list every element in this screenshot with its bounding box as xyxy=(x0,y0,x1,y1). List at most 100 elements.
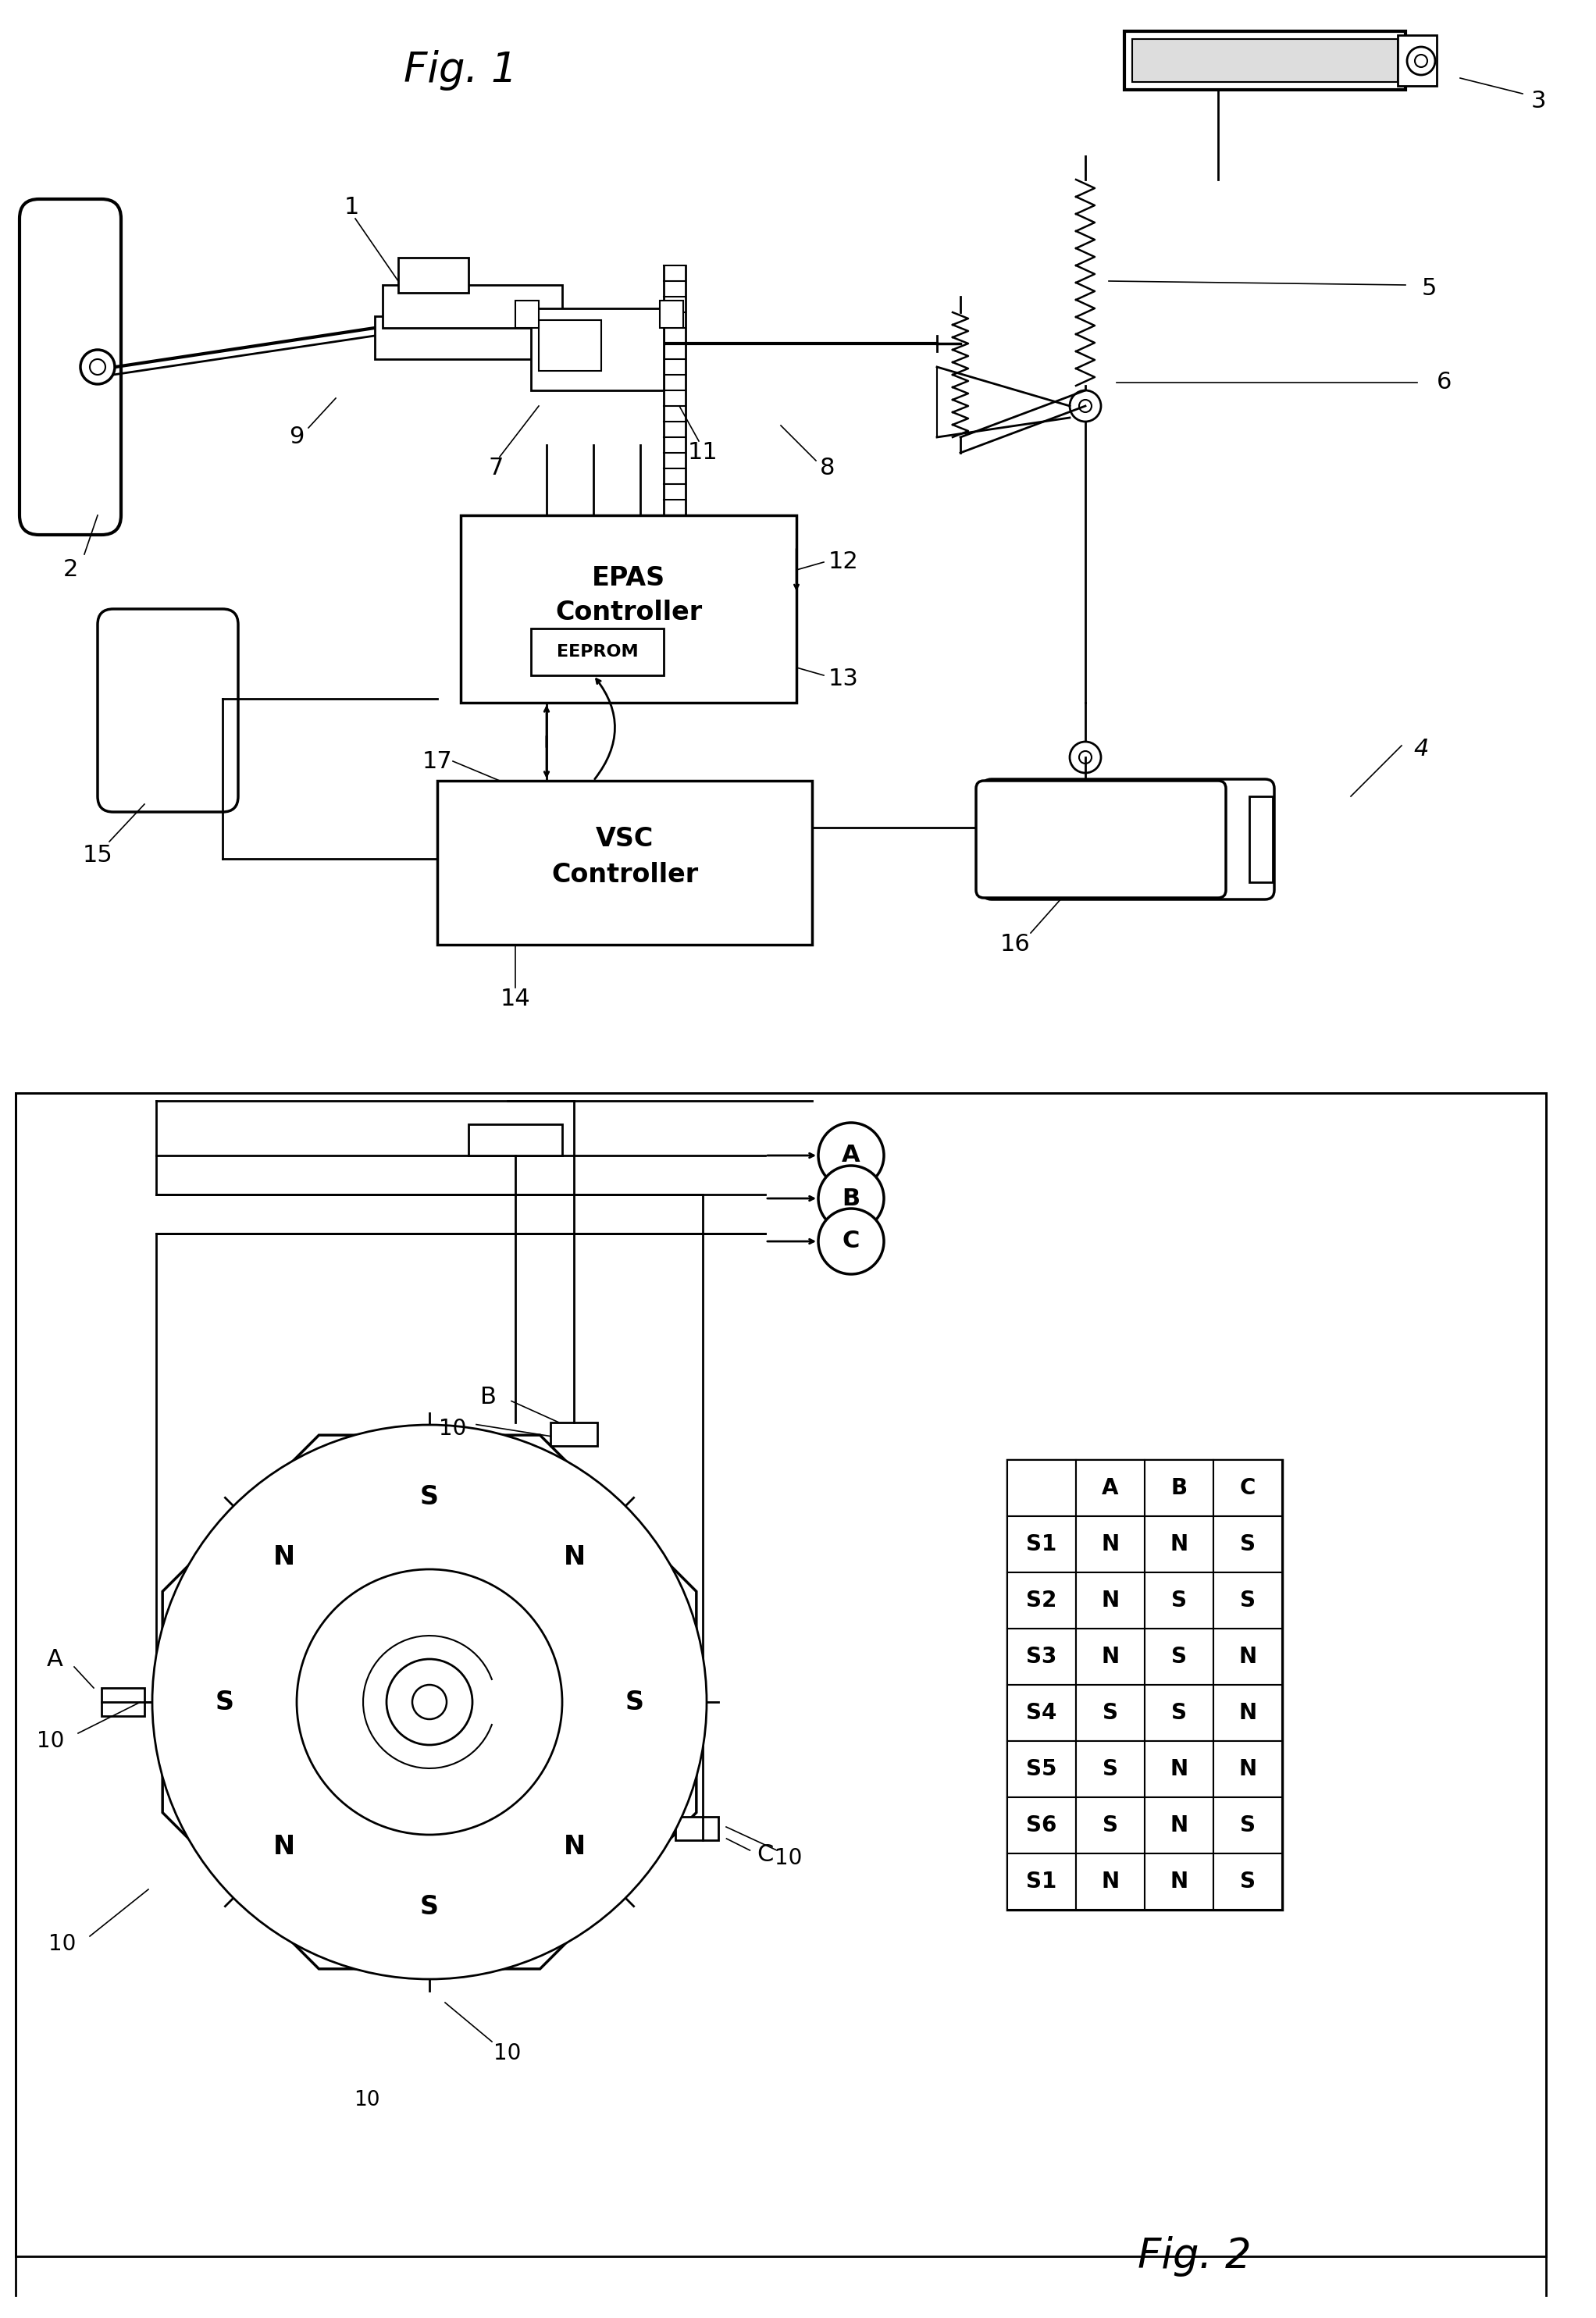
Bar xyxy=(1144,1630,1213,1685)
Bar xyxy=(1213,1741,1282,1796)
Text: N: N xyxy=(1238,1701,1256,1725)
FancyBboxPatch shape xyxy=(19,199,121,535)
Bar xyxy=(1398,35,1436,86)
Text: 4: 4 xyxy=(1414,737,1428,760)
Text: S: S xyxy=(420,1894,439,1919)
Text: S: S xyxy=(1103,1759,1119,1780)
Text: C: C xyxy=(843,1231,860,1252)
Circle shape xyxy=(386,1660,472,1745)
Bar xyxy=(1007,1854,1076,1910)
Text: S1: S1 xyxy=(1026,1535,1057,1555)
Text: S3: S3 xyxy=(1026,1646,1057,1667)
Text: 17: 17 xyxy=(421,751,452,772)
Circle shape xyxy=(819,1208,884,1275)
Circle shape xyxy=(89,359,105,376)
Bar xyxy=(675,1817,718,1840)
Bar xyxy=(1007,1685,1076,1741)
Bar xyxy=(1007,1460,1076,1516)
Text: 13: 13 xyxy=(828,668,859,691)
Text: 9: 9 xyxy=(289,427,305,447)
Text: S: S xyxy=(1240,1535,1256,1555)
Polygon shape xyxy=(163,1435,696,1968)
Text: N: N xyxy=(273,1544,295,1569)
Circle shape xyxy=(819,1122,884,1189)
Circle shape xyxy=(1079,399,1092,413)
Circle shape xyxy=(152,1426,707,1980)
Bar xyxy=(469,1124,562,1154)
Text: B: B xyxy=(480,1386,496,1409)
Text: Controller: Controller xyxy=(555,600,702,626)
Bar xyxy=(659,301,683,327)
Text: 10: 10 xyxy=(37,1729,64,1752)
Text: S: S xyxy=(1240,1871,1256,1891)
Bar xyxy=(1144,1796,1213,1854)
Circle shape xyxy=(1069,389,1101,422)
Bar xyxy=(1250,797,1272,883)
Circle shape xyxy=(1053,809,1117,872)
Text: S4: S4 xyxy=(1026,1701,1057,1725)
Text: EPAS: EPAS xyxy=(592,566,666,591)
Bar xyxy=(461,515,796,702)
Bar xyxy=(1076,1572,1144,1630)
Bar xyxy=(1132,39,1398,81)
Bar xyxy=(102,1688,145,1715)
Bar xyxy=(1007,1516,1076,1572)
Text: A: A xyxy=(1101,1477,1119,1500)
Text: 5: 5 xyxy=(1422,278,1436,301)
Text: 10: 10 xyxy=(354,2091,380,2109)
Bar xyxy=(551,1423,597,1446)
Bar xyxy=(399,257,469,292)
Bar xyxy=(375,315,570,359)
Text: N: N xyxy=(1170,1871,1187,1891)
Bar xyxy=(1213,1796,1282,1854)
Text: N: N xyxy=(1238,1646,1256,1667)
Text: EEPROM: EEPROM xyxy=(557,644,638,661)
Text: N: N xyxy=(1170,1815,1187,1836)
Text: S5: S5 xyxy=(1026,1759,1057,1780)
Bar xyxy=(1007,1630,1076,1685)
Text: B: B xyxy=(843,1187,860,1210)
Bar xyxy=(1144,1685,1213,1741)
Circle shape xyxy=(1408,46,1435,74)
Text: 10: 10 xyxy=(48,1933,77,1954)
Bar xyxy=(1007,1796,1076,1854)
Bar xyxy=(1144,1741,1213,1796)
Bar xyxy=(516,301,539,327)
Text: N: N xyxy=(1101,1871,1119,1891)
Circle shape xyxy=(412,1685,447,1720)
Bar xyxy=(1213,1630,1282,1685)
Text: S: S xyxy=(420,1484,439,1509)
Text: Controller: Controller xyxy=(551,862,697,888)
Bar xyxy=(1213,1685,1282,1741)
Text: N: N xyxy=(1101,1646,1119,1667)
Bar xyxy=(1076,1685,1144,1741)
Text: N: N xyxy=(563,1544,586,1569)
Text: B: B xyxy=(1171,1477,1187,1500)
Text: N: N xyxy=(1101,1535,1119,1555)
Text: N: N xyxy=(1170,1759,1187,1780)
Bar xyxy=(1076,1516,1144,1572)
Bar xyxy=(1213,1516,1282,1572)
Text: N: N xyxy=(563,1834,586,1859)
Text: 11: 11 xyxy=(688,440,718,464)
Bar xyxy=(437,781,812,946)
Text: 1: 1 xyxy=(343,195,359,218)
Circle shape xyxy=(1071,825,1100,853)
Text: A: A xyxy=(46,1648,62,1671)
Text: C: C xyxy=(757,1843,774,1866)
Bar xyxy=(1125,30,1406,90)
Text: S: S xyxy=(626,1690,643,1715)
Bar xyxy=(531,308,664,389)
Bar xyxy=(539,320,602,371)
Bar xyxy=(1144,1460,1213,1516)
Bar xyxy=(1076,1460,1144,1516)
Text: C: C xyxy=(1240,1477,1256,1500)
Text: 8: 8 xyxy=(820,457,835,480)
Text: 10: 10 xyxy=(774,1847,803,1868)
Text: 10: 10 xyxy=(493,2042,522,2065)
Circle shape xyxy=(819,1166,884,1231)
Text: 14: 14 xyxy=(500,987,530,1011)
Circle shape xyxy=(80,350,115,385)
Text: N: N xyxy=(1238,1759,1256,1780)
Bar xyxy=(1076,1854,1144,1910)
